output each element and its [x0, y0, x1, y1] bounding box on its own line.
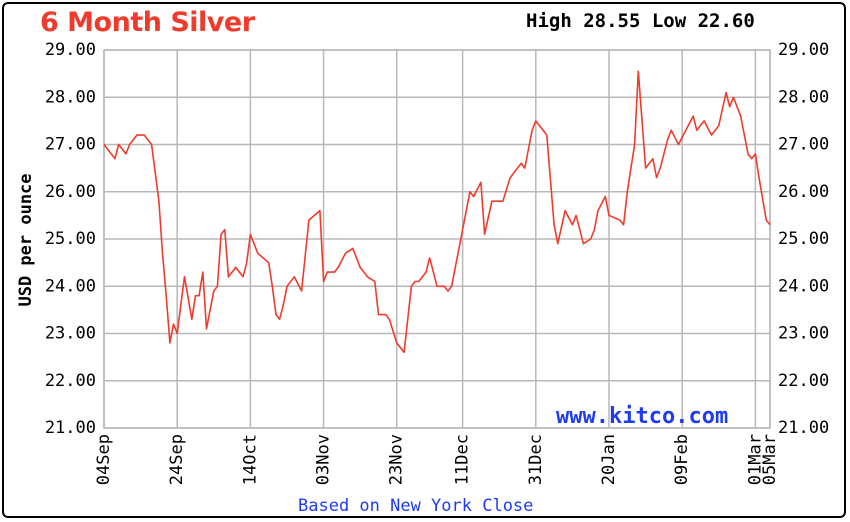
y-tick-label-left: 28.00	[45, 87, 96, 107]
y-tick-label-left: 21.00	[45, 418, 96, 438]
y-tick-label-right: 21.00	[778, 418, 829, 438]
y-axis-label: USD per ounce	[16, 173, 36, 306]
watermark[interactable]: www.kitco.com	[556, 404, 729, 429]
y-tick-label-right: 25.00	[778, 229, 829, 249]
plot-area-border	[103, 49, 771, 429]
y-tick-label-right: 24.00	[778, 276, 829, 296]
y-tick-label-left: 27.00	[45, 135, 96, 155]
y-tick-label-left: 23.00	[45, 324, 96, 344]
x-axis: 04Sep 24Sep 14Oct 03Nov 23Nov 11Dec 31Dec 20Jan…	[94, 434, 780, 485]
y-axis-left: 29.00 28.00 27.00 26.00 25.00 24.00 23.00 22.00…	[45, 40, 96, 438]
x-tick-label: 14Oct	[240, 434, 260, 485]
y-tick-label-left: 29.00	[45, 40, 96, 60]
x-tick-label: 23Nov	[387, 434, 407, 485]
grid-lines	[103, 49, 771, 429]
x-tick-label: 31Dec	[526, 434, 546, 485]
x-tick-label: 04Sep	[94, 434, 114, 485]
y-tick-label-left: 22.00	[45, 371, 96, 391]
silver-price-line	[103, 70, 771, 354]
y-tick-label-right: 27.00	[778, 135, 829, 155]
y-tick-label-right: 23.00	[778, 324, 829, 344]
y-axis-right: 29.00 28.00 27.00 26.00 25.00 24.00 23.00 22.00…	[778, 40, 829, 438]
y-tick-label-right: 28.00	[778, 87, 829, 107]
y-tick-label-left: 24.00	[45, 276, 96, 296]
y-tick-label-right: 29.00	[778, 40, 829, 60]
x-tick-label: 01Mar	[745, 434, 765, 485]
x-tick-label: 11Dec	[453, 434, 473, 485]
y-tick-label-left: 26.00	[45, 182, 96, 202]
chart-title: 6 Month Silver	[40, 7, 255, 38]
footer-note: Based on New York Close	[298, 496, 534, 516]
high-low-readout: High 28.55 Low 22.60	[526, 10, 755, 32]
series-group	[103, 70, 771, 354]
y-tick-label-left: 25.00	[45, 229, 96, 249]
x-tick-label: 03Nov	[314, 434, 334, 485]
x-tick-label: 20Jan	[599, 434, 619, 485]
x-tick-label: 05Mar	[760, 434, 780, 485]
x-tick-label: 09Feb	[672, 434, 692, 485]
x-tick-label: 24Sep	[167, 434, 187, 485]
y-tick-label-right: 26.00	[778, 182, 829, 202]
y-tick-label-right: 22.00	[778, 371, 829, 391]
